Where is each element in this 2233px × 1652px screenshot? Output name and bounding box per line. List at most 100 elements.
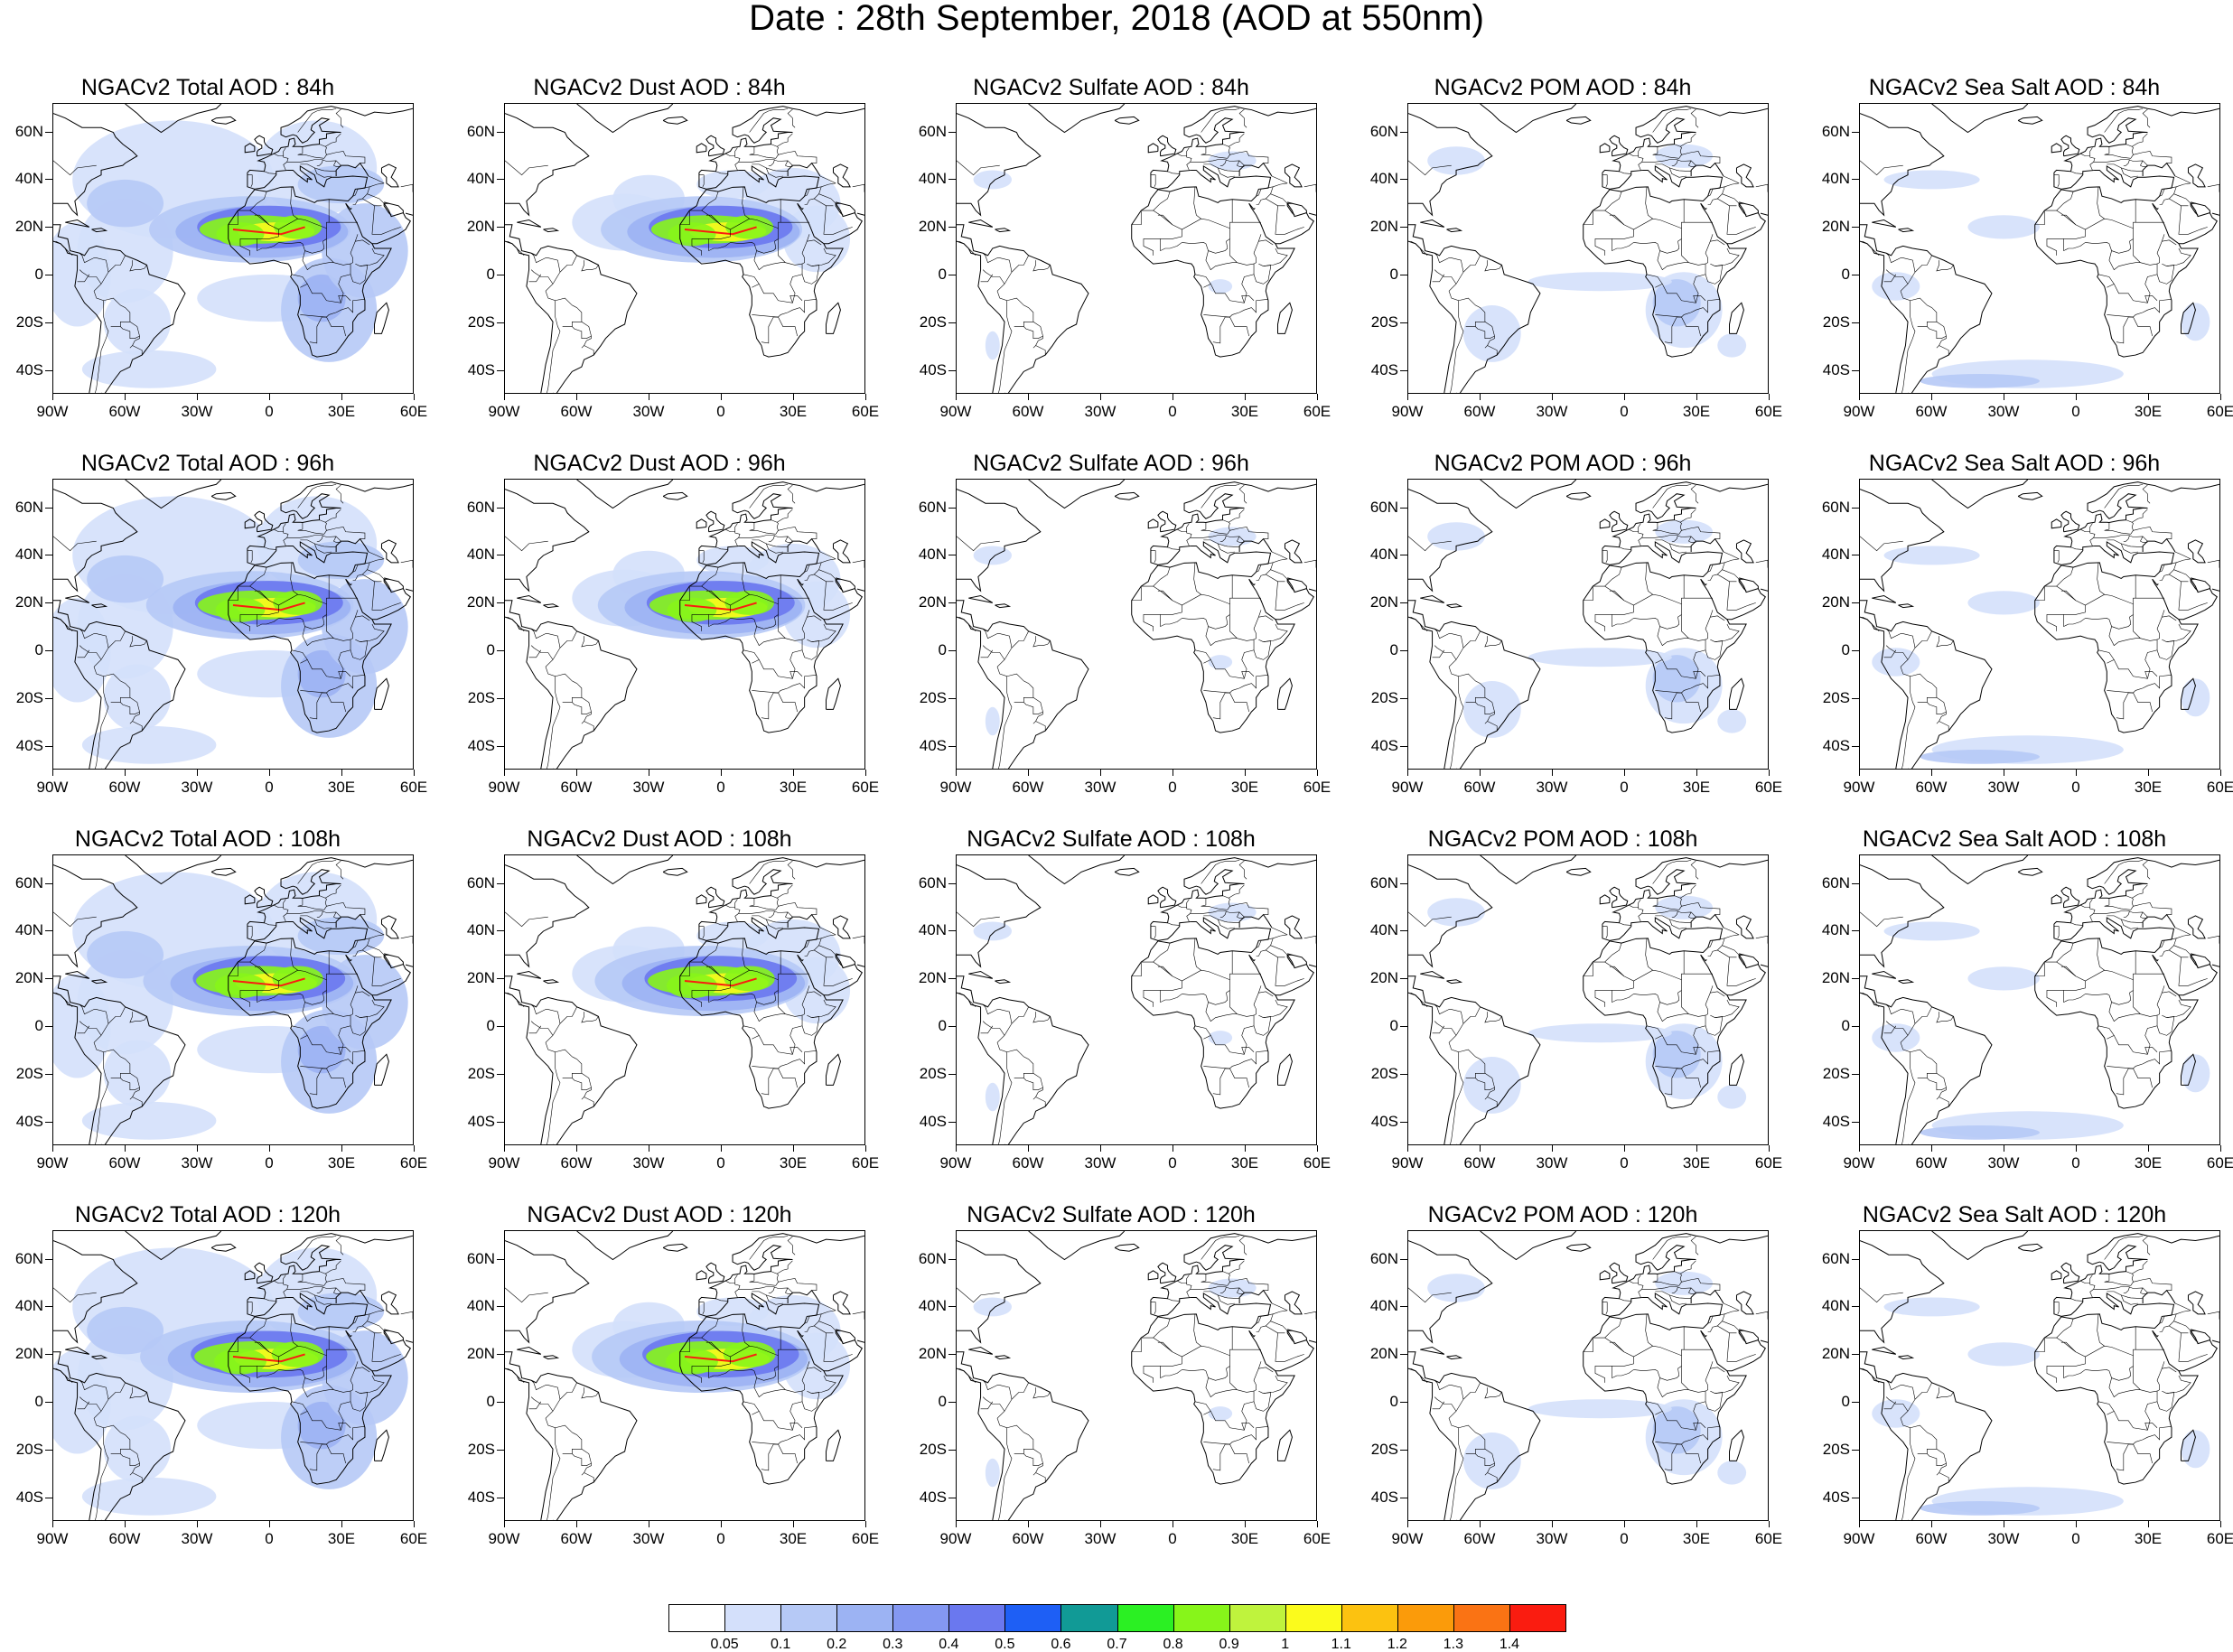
lat-label: 60N <box>14 1249 43 1267</box>
country-border <box>247 174 253 187</box>
country-border <box>352 1313 370 1332</box>
country-border <box>1238 484 1247 504</box>
country-border <box>129 636 147 648</box>
lon-label: 60E <box>1303 1154 1331 1171</box>
aod-plume <box>1967 1342 2040 1367</box>
country-border <box>2107 915 2144 924</box>
country-border <box>273 528 289 546</box>
country-border <box>811 247 836 266</box>
country-border <box>1680 884 1696 899</box>
lat-label: 20S <box>1370 1064 1398 1082</box>
country-border <box>2162 239 2177 246</box>
coastline <box>1609 510 1629 533</box>
aod-plume <box>724 966 775 992</box>
colorbar-swatch <box>948 1604 1006 1632</box>
country-border <box>1594 990 1612 1007</box>
country-border <box>1671 535 1678 543</box>
lat-tick <box>1400 1258 1407 1260</box>
country-border <box>309 702 318 720</box>
lon-tick <box>1552 394 1553 400</box>
country-border <box>778 692 798 713</box>
country-border <box>705 966 722 976</box>
lon-tick <box>1552 770 1553 776</box>
country-border <box>1657 250 1689 271</box>
country-border <box>1936 1387 1954 1399</box>
country-border <box>1462 255 1481 273</box>
country-border <box>313 167 332 178</box>
lon-tick <box>1859 394 1860 400</box>
country-border <box>1883 1401 1897 1410</box>
lon-tick <box>1769 1521 1770 1527</box>
country-border <box>53 911 97 928</box>
coastline <box>2152 954 2159 962</box>
coastline <box>576 480 674 509</box>
country-border <box>778 902 818 915</box>
country-border <box>957 1287 1000 1303</box>
country-border <box>777 884 793 899</box>
lon-tick <box>721 1145 722 1152</box>
colorbar-swatch <box>1173 1604 1230 1632</box>
coastline <box>1860 1351 1993 1520</box>
country-border <box>1671 692 1682 703</box>
country-border <box>1270 1321 1288 1331</box>
country-border <box>698 550 705 563</box>
country-border <box>1212 702 1221 720</box>
country-border <box>1182 242 1207 245</box>
country-border <box>958 1367 976 1384</box>
aod-plume <box>1655 519 1713 544</box>
lat-label: 40S <box>15 1112 43 1130</box>
country-border <box>1885 253 1916 393</box>
lat-tick <box>1852 1402 1859 1404</box>
country-border <box>326 316 346 337</box>
country-border <box>2133 1278 2172 1291</box>
lon-tick <box>1552 1521 1553 1527</box>
country-border <box>1914 1006 1932 1024</box>
coastline <box>1602 883 1696 925</box>
aod-plume <box>53 974 111 1078</box>
coastline <box>1860 240 1909 393</box>
lon-tick <box>1696 1145 1697 1152</box>
country-border <box>581 712 592 724</box>
coastline <box>228 917 392 1109</box>
lon-label: 30E <box>1230 403 1259 420</box>
country-border <box>584 1472 594 1483</box>
coastline <box>1131 1293 1295 1485</box>
country-border <box>1201 1271 1230 1286</box>
coastline <box>826 677 841 710</box>
coastline <box>345 578 352 586</box>
country-border <box>819 551 836 560</box>
country-border <box>2116 1078 2125 1096</box>
country-border <box>507 616 525 632</box>
country-border <box>338 295 351 303</box>
lon-label: 30W <box>1987 779 2020 796</box>
coastline <box>335 537 369 553</box>
lon-label: 90W <box>36 1530 69 1547</box>
country-border <box>2116 1453 2125 1471</box>
country-border <box>1229 509 1245 523</box>
country-border <box>368 551 385 560</box>
aod-map <box>1408 1231 1768 1520</box>
country-border <box>2104 1271 2134 1286</box>
coastline <box>856 212 864 216</box>
country-border <box>1681 527 1721 539</box>
country-border <box>326 527 366 539</box>
lat-label: 20S <box>467 1440 495 1458</box>
country-border <box>1710 991 1725 997</box>
lat-label: 60N <box>1821 873 1850 891</box>
country-border <box>1258 991 1274 997</box>
country-border <box>326 1443 346 1464</box>
country-border <box>1217 167 1235 178</box>
country-border <box>701 574 781 606</box>
country-border <box>555 1424 583 1454</box>
aod-map <box>1860 480 2219 769</box>
country-border <box>290 186 298 219</box>
country-border <box>1583 1318 1622 1353</box>
country-border <box>1217 1294 1235 1305</box>
country-border <box>1657 1366 1682 1381</box>
lon-label: 30W <box>1084 403 1116 420</box>
country-border <box>1229 603 1262 641</box>
country-border <box>1458 1049 1486 1078</box>
country-border <box>1205 990 1230 1005</box>
country-border <box>2104 107 2144 133</box>
country-border <box>1690 484 1699 504</box>
